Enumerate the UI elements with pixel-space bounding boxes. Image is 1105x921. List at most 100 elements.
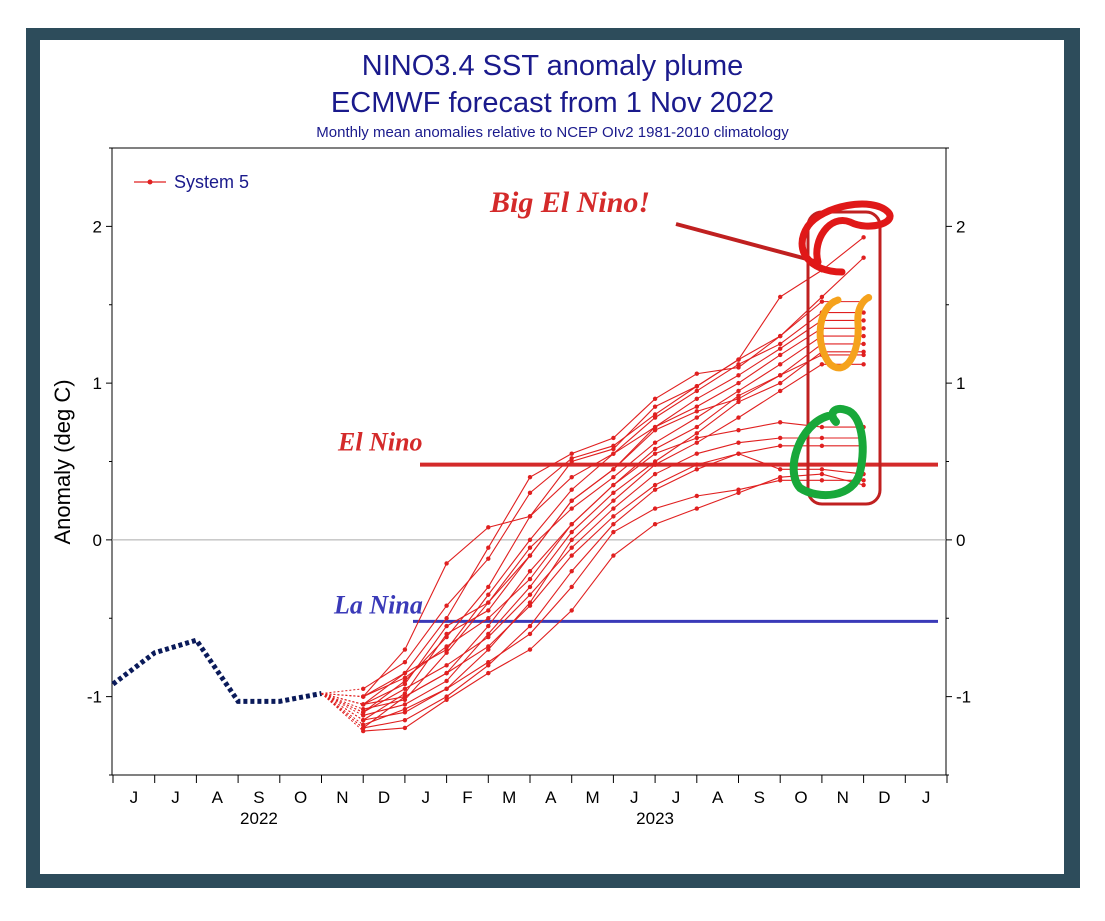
member-point (611, 482, 616, 488)
member-point (778, 346, 783, 351)
member-point (486, 663, 491, 668)
member-point (778, 380, 783, 386)
member-point (652, 522, 658, 527)
member-point (652, 482, 658, 488)
member-point (569, 522, 574, 527)
member-point (778, 352, 783, 358)
member-start-segment (321, 688, 364, 694)
x-tick-label: J (171, 788, 180, 807)
member-point (778, 435, 783, 441)
member-point (694, 506, 699, 511)
member-start-segment (321, 692, 364, 698)
chart-panel (40, 40, 1064, 874)
member-start-segment (321, 693, 364, 726)
big-el-nino-label: Big El Nino! (489, 186, 650, 219)
member-point (611, 451, 616, 456)
member-point (569, 506, 574, 511)
member-point (486, 623, 491, 629)
y-tick-label-left: 0 (93, 531, 102, 550)
member-point (527, 647, 533, 652)
x-tick-label: O (794, 788, 807, 807)
member-point (652, 446, 658, 452)
member-point (527, 569, 533, 574)
member-point (736, 362, 741, 367)
member-point (778, 474, 783, 480)
member-point (361, 725, 366, 731)
member-point (611, 553, 616, 558)
member-point (611, 514, 616, 519)
member-point (611, 443, 616, 449)
member-point (611, 435, 616, 441)
member-point (778, 478, 783, 483)
x-tick-label: N (837, 788, 849, 807)
x-tick-label: J (422, 788, 431, 807)
member-point (444, 644, 449, 649)
x-tick-label: J (130, 788, 139, 807)
member-point (736, 380, 741, 386)
x-tick-label: S (754, 788, 765, 807)
member-point (569, 553, 574, 558)
member-point (486, 634, 491, 640)
member-point (569, 545, 574, 550)
member-point (861, 310, 866, 315)
member-point (569, 569, 574, 574)
member-point (861, 341, 866, 347)
member-point (444, 697, 449, 702)
member-point (402, 691, 408, 696)
member-point (652, 415, 658, 420)
member-point (861, 235, 866, 240)
member-start-segment (321, 693, 364, 716)
member-point (527, 537, 533, 543)
member-point (527, 490, 533, 496)
member-point (569, 529, 574, 535)
member-point (778, 443, 783, 449)
year-label: 2023 (636, 809, 674, 828)
x-tick-label: S (253, 788, 264, 807)
member-point (444, 561, 449, 566)
member-point (861, 333, 866, 339)
member-point (402, 717, 408, 723)
member-point (861, 362, 866, 367)
member-point (778, 294, 783, 300)
member-point (611, 474, 616, 480)
member-point (402, 675, 408, 681)
member-point (694, 424, 699, 430)
member-start-segment (321, 693, 364, 710)
member-point (652, 424, 658, 430)
member-point (361, 694, 366, 699)
member-point (486, 670, 491, 676)
member-point (402, 725, 408, 731)
member-point (694, 409, 699, 414)
member-point (444, 670, 449, 676)
member-point (652, 506, 658, 511)
member-point (444, 631, 449, 637)
member-point (402, 694, 408, 699)
member-point (444, 616, 449, 621)
member-point (527, 553, 533, 558)
chart-caption: Monthly mean anomalies relative to NCEP … (316, 124, 789, 141)
member-start-segment (321, 693, 364, 732)
member-point (652, 412, 658, 417)
y-tick-label-left: -1 (87, 688, 102, 707)
member-point (652, 427, 658, 433)
member-point (361, 717, 366, 723)
member-point (361, 713, 366, 718)
member-point (694, 467, 699, 472)
member-point (569, 537, 574, 543)
member-point (694, 435, 699, 441)
ensemble-member (363, 363, 864, 726)
member-point (402, 686, 408, 691)
y-tick-label-right: 1 (956, 374, 965, 393)
red-circle-mark (798, 200, 894, 276)
member-point (736, 373, 741, 378)
x-tick-label: J (672, 788, 681, 807)
member-point (736, 427, 741, 433)
member-point (569, 608, 574, 613)
orange-circle-mark (816, 294, 873, 372)
member-point (736, 393, 741, 398)
member-point (861, 352, 866, 358)
member-point (778, 341, 783, 347)
member-point (444, 686, 449, 691)
y-tick-label-left: 2 (93, 217, 102, 236)
member-point (611, 506, 616, 511)
